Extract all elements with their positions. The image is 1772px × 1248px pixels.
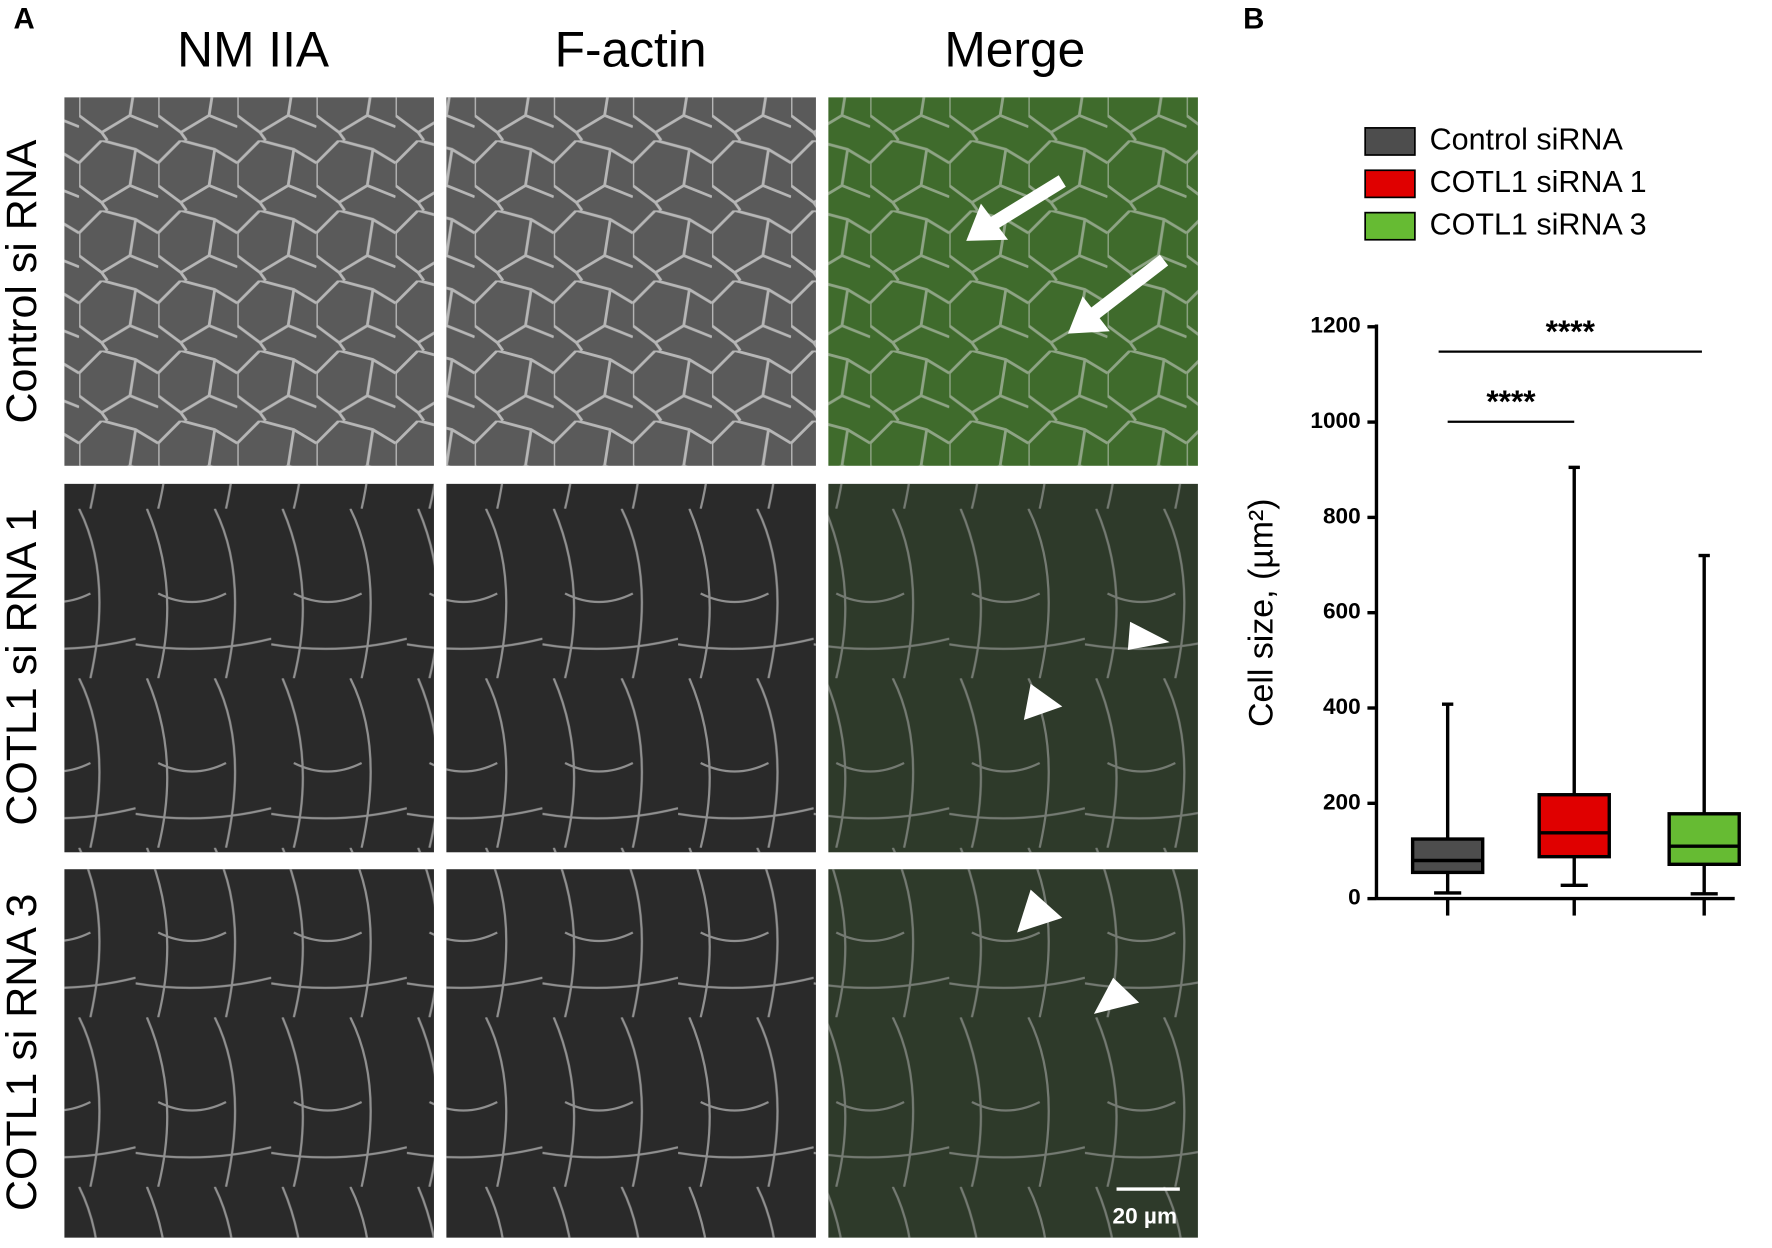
y-tick-label: 0 xyxy=(1348,885,1361,910)
micrograph-texture xyxy=(64,869,434,1238)
y-tick-label: 800 xyxy=(1323,503,1361,528)
micrograph-texture xyxy=(64,483,434,853)
panel-label: A xyxy=(14,2,35,35)
micrograph-texture xyxy=(446,869,816,1238)
box xyxy=(1667,812,1741,867)
box xyxy=(1410,837,1485,875)
legend-label: Control siRNA xyxy=(1430,123,1624,157)
legend-swatch xyxy=(1364,169,1416,199)
y-tick-label: 1000 xyxy=(1310,408,1360,433)
scale-bar-label: 20 µm xyxy=(1113,1203,1178,1228)
legend-swatch xyxy=(1364,211,1416,241)
panel-b: B Cell size, (µm²) 0 200 400 600 800 1000 1200… xyxy=(1242,2,1741,916)
legend-label: COTL1 siRNA 1 xyxy=(1430,165,1647,199)
micrographs xyxy=(64,97,1198,1238)
y-tick-label: 400 xyxy=(1323,694,1361,719)
micrograph-texture xyxy=(828,483,1198,853)
y-tick-label: 1200 xyxy=(1310,313,1360,338)
significance-label: **** xyxy=(1546,313,1596,349)
row-label: Control si RNA xyxy=(0,139,46,423)
panel-a: A NM IIA F-actin Merge Control si RNA CO… xyxy=(0,2,1198,1238)
legend-label: COTL1 siRNA 3 xyxy=(1430,207,1647,241)
y-axis-label: Cell size, (µm²) xyxy=(1242,498,1280,727)
row-label: COTL1 si RNA 1 xyxy=(0,508,46,825)
legend-swatch xyxy=(1364,127,1416,156)
column-header: Merge xyxy=(944,21,1085,77)
row-label: COTL1 si RNA 3 xyxy=(0,894,46,1211)
panel-label: B xyxy=(1243,2,1264,35)
y-tick-label: 600 xyxy=(1323,599,1361,624)
column-header: NM IIA xyxy=(177,21,330,77)
micrograph-texture xyxy=(446,483,816,853)
significance-label: **** xyxy=(1486,383,1536,419)
annotation-arrows xyxy=(966,175,1170,1014)
micrograph-texture xyxy=(828,869,1198,1238)
y-tick-label: 200 xyxy=(1323,789,1361,814)
box xyxy=(1537,793,1611,859)
micrograph-texture xyxy=(64,97,434,466)
micrograph-texture xyxy=(446,97,816,466)
column-header: F-actin xyxy=(555,21,707,77)
